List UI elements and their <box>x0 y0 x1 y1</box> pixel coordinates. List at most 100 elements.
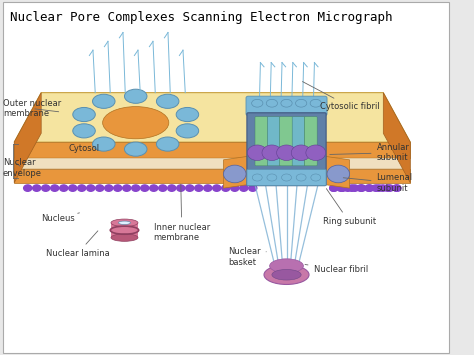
Circle shape <box>60 185 68 191</box>
Circle shape <box>393 185 401 191</box>
Text: Lumenal
subunit: Lumenal subunit <box>343 173 413 192</box>
Circle shape <box>375 185 383 191</box>
Circle shape <box>105 185 113 191</box>
Circle shape <box>386 185 394 191</box>
Ellipse shape <box>311 174 321 181</box>
Circle shape <box>159 185 167 191</box>
Circle shape <box>291 145 311 160</box>
Circle shape <box>357 185 365 191</box>
Circle shape <box>327 165 349 183</box>
Circle shape <box>262 145 282 160</box>
Ellipse shape <box>111 219 138 226</box>
Circle shape <box>306 145 326 160</box>
Ellipse shape <box>281 99 292 107</box>
FancyBboxPatch shape <box>247 169 326 186</box>
Circle shape <box>384 185 392 191</box>
Polygon shape <box>14 93 41 183</box>
Circle shape <box>69 185 77 191</box>
Circle shape <box>123 185 131 191</box>
Circle shape <box>365 185 373 191</box>
Circle shape <box>213 185 221 191</box>
Polygon shape <box>224 156 248 188</box>
Ellipse shape <box>92 94 115 108</box>
Circle shape <box>379 185 387 191</box>
Circle shape <box>372 185 380 191</box>
Text: Nucleus: Nucleus <box>41 213 80 223</box>
Circle shape <box>339 185 347 191</box>
Text: Annular
subunit: Annular subunit <box>330 143 410 163</box>
Polygon shape <box>111 223 138 237</box>
Circle shape <box>247 145 267 160</box>
Circle shape <box>186 185 194 191</box>
Circle shape <box>222 185 230 191</box>
Circle shape <box>358 185 366 191</box>
Polygon shape <box>14 169 410 183</box>
Ellipse shape <box>111 234 138 241</box>
Text: Nuclear
envelope: Nuclear envelope <box>3 158 42 178</box>
Text: Cytosolic fibril: Cytosolic fibril <box>302 82 380 111</box>
Circle shape <box>204 185 212 191</box>
Circle shape <box>366 185 374 191</box>
Circle shape <box>344 185 352 191</box>
Circle shape <box>330 185 338 191</box>
Circle shape <box>351 185 359 191</box>
Text: Cytosol: Cytosol <box>68 144 100 153</box>
Circle shape <box>141 185 149 191</box>
FancyBboxPatch shape <box>3 2 448 353</box>
Ellipse shape <box>125 89 147 103</box>
Circle shape <box>240 185 248 191</box>
Ellipse shape <box>176 124 199 138</box>
Circle shape <box>224 165 246 183</box>
Text: Nuclear lamina: Nuclear lamina <box>46 231 109 258</box>
Ellipse shape <box>156 94 179 108</box>
Ellipse shape <box>270 259 303 273</box>
Polygon shape <box>14 142 410 158</box>
Circle shape <box>195 185 203 191</box>
Text: Nuclear Pore Complexes Scanning Electron Micrograph: Nuclear Pore Complexes Scanning Electron… <box>9 11 392 24</box>
Circle shape <box>51 185 59 191</box>
Circle shape <box>42 185 50 191</box>
Circle shape <box>337 185 345 191</box>
Circle shape <box>132 185 140 191</box>
Polygon shape <box>14 93 410 142</box>
Circle shape <box>393 185 401 191</box>
Ellipse shape <box>282 174 292 181</box>
Polygon shape <box>14 158 410 169</box>
Circle shape <box>348 185 356 191</box>
Ellipse shape <box>103 106 169 139</box>
FancyBboxPatch shape <box>255 117 268 166</box>
FancyBboxPatch shape <box>246 96 327 116</box>
Ellipse shape <box>272 269 301 280</box>
FancyBboxPatch shape <box>280 117 292 166</box>
Text: Nuclear fibril: Nuclear fibril <box>305 264 368 274</box>
Ellipse shape <box>310 99 321 107</box>
Ellipse shape <box>264 265 309 284</box>
Ellipse shape <box>267 174 277 181</box>
Text: Ring subunit: Ring subunit <box>322 189 376 226</box>
Circle shape <box>33 185 41 191</box>
Circle shape <box>114 185 122 191</box>
Ellipse shape <box>252 99 263 107</box>
Ellipse shape <box>125 142 147 156</box>
Ellipse shape <box>176 108 199 122</box>
Circle shape <box>330 185 338 191</box>
FancyBboxPatch shape <box>292 117 305 166</box>
Circle shape <box>249 185 257 191</box>
Circle shape <box>177 185 185 191</box>
Ellipse shape <box>266 99 277 107</box>
Circle shape <box>168 185 176 191</box>
Ellipse shape <box>252 174 262 181</box>
Text: Inner nuclear
membrane: Inner nuclear membrane <box>154 185 210 242</box>
Ellipse shape <box>92 137 115 151</box>
FancyBboxPatch shape <box>247 113 326 186</box>
Circle shape <box>96 185 104 191</box>
Circle shape <box>150 185 158 191</box>
Ellipse shape <box>296 174 306 181</box>
Circle shape <box>78 185 86 191</box>
Circle shape <box>277 145 296 160</box>
Polygon shape <box>383 93 410 183</box>
Ellipse shape <box>73 108 95 122</box>
Text: Nuclear
basket: Nuclear basket <box>228 247 266 267</box>
FancyBboxPatch shape <box>304 117 317 166</box>
Text: Outer nuclear
membrane: Outer nuclear membrane <box>3 99 61 118</box>
